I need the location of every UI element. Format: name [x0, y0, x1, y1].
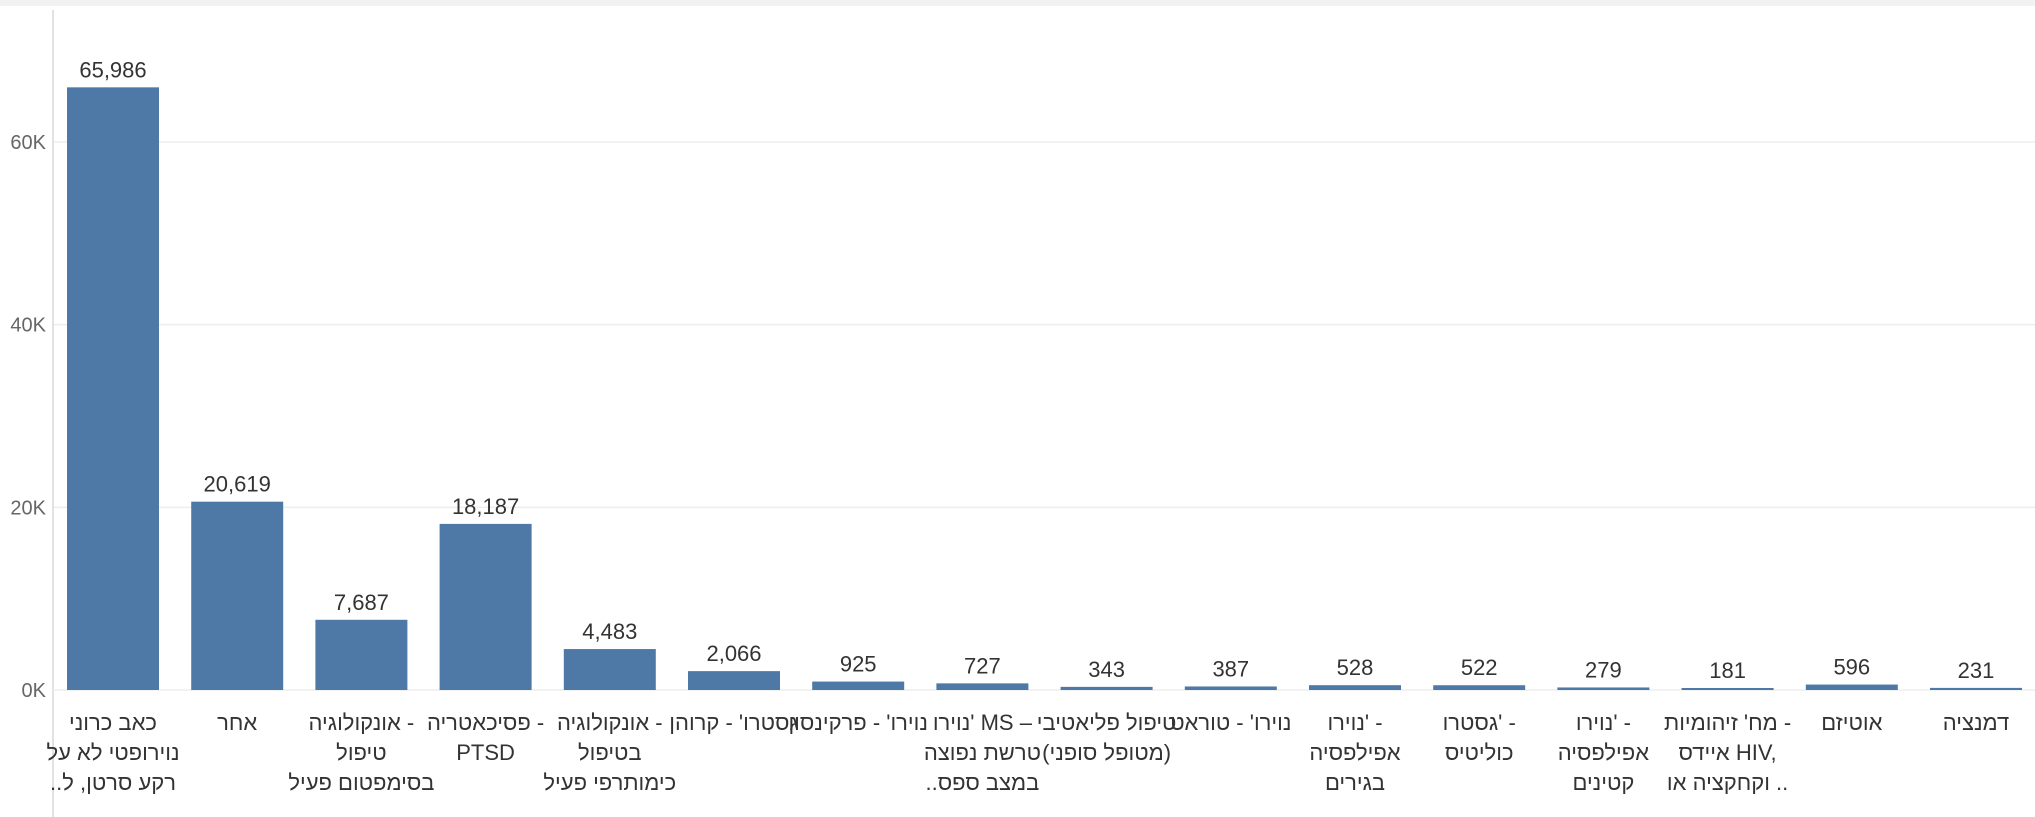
- x-tick-label: בטיפול: [578, 740, 642, 765]
- x-tick-label: פסיכאטריה -: [427, 710, 544, 735]
- x-tick-label: (מטופל סופני): [1042, 740, 1171, 765]
- x-tick-label: נוירו' -: [1576, 710, 1631, 735]
- bar[interactable]: [1681, 688, 1774, 690]
- bar[interactable]: [67, 87, 159, 690]
- top-band: [0, 0, 2035, 6]
- x-tick-label: ..רקע סרטן, ל: [50, 770, 176, 795]
- y-tick-label: 20K: [10, 497, 46, 519]
- bar[interactable]: [936, 683, 1029, 690]
- x-tick-label: נוירו' - פרקינסון: [788, 710, 928, 735]
- data-label: 925: [840, 652, 877, 677]
- x-tick-label: בסימפטום פעיל: [288, 770, 434, 795]
- x-tick-label: אחר: [217, 710, 257, 735]
- x-tick-label: כימותרפי פעיל: [543, 770, 676, 795]
- bar[interactable]: [1184, 686, 1277, 690]
- data-label: 4,483: [582, 619, 637, 644]
- x-tick-label: אוטיזם: [1821, 710, 1882, 735]
- data-label: 18,187: [452, 494, 519, 519]
- x-tick-label: בגירים: [1325, 770, 1385, 795]
- data-label: 343: [1088, 657, 1125, 682]
- bar[interactable]: [1433, 685, 1526, 690]
- data-label: 522: [1461, 655, 1498, 680]
- data-label: 387: [1212, 656, 1249, 681]
- y-tick-label: 40K: [10, 315, 46, 337]
- x-tick-label: כאב כרוני: [69, 710, 157, 735]
- data-label: 2,066: [706, 641, 761, 666]
- x-tick-label: נוירו' -: [1327, 710, 1382, 735]
- x-tick-label: קטינים: [1572, 770, 1634, 795]
- x-tick-label: אונקולוגיה -: [309, 710, 415, 735]
- data-label: 231: [1958, 658, 1995, 683]
- data-label: 65,986: [79, 57, 146, 82]
- bar[interactable]: [315, 619, 408, 690]
- x-tick-label: איידס HIV,: [1679, 740, 1777, 765]
- bar[interactable]: [563, 649, 656, 690]
- x-tick-label: אונקולוגיה -: [557, 710, 663, 735]
- y-tick-label: 60K: [10, 132, 46, 154]
- bar[interactable]: [1805, 684, 1898, 690]
- x-tick-label: אפילפסיה: [1558, 740, 1649, 765]
- x-tick-label: נוירו' - טוראט: [1170, 710, 1291, 735]
- bar[interactable]: [688, 671, 780, 690]
- data-label: 727: [964, 653, 1001, 678]
- data-label: 596: [1833, 655, 1870, 680]
- x-tick-label: כוליטיס: [1445, 740, 1514, 765]
- data-label: 181: [1709, 658, 1746, 683]
- data-label: 20,619: [204, 472, 271, 497]
- x-tick-label: PTSD: [456, 740, 515, 765]
- bar[interactable]: [1060, 686, 1153, 690]
- bar[interactable]: [1309, 685, 1401, 690]
- bar[interactable]: [1930, 687, 2022, 690]
- bar[interactable]: [1557, 687, 1650, 690]
- x-tick-label: טיפול: [336, 740, 386, 765]
- x-tick-label: טרשת נפוצה: [924, 740, 1041, 765]
- bar[interactable]: [439, 523, 532, 690]
- x-tick-label: אפילפסיה: [1309, 740, 1400, 765]
- y-tick-label: 0K: [22, 680, 47, 702]
- bar[interactable]: [812, 681, 905, 690]
- data-label: 7,687: [334, 590, 389, 615]
- x-tick-label: גסטרו' - קרוהן: [669, 710, 798, 735]
- x-tick-label: ..במצב ספס: [925, 770, 1039, 795]
- data-label: 279: [1585, 657, 1622, 682]
- bar[interactable]: [191, 501, 284, 690]
- x-tick-label: מח' זיהומיות -: [1664, 710, 1791, 735]
- x-tick-label: דמנציה: [1943, 710, 2009, 735]
- x-tick-label: נוירופטי לא על: [46, 740, 179, 765]
- x-tick-label: טיפול פליאטיבי: [1037, 710, 1177, 735]
- x-tick-label: נוירו' MS –: [933, 710, 1033, 735]
- data-label: 528: [1337, 655, 1374, 680]
- x-tick-label: וקחקציה או ..: [1667, 770, 1788, 795]
- x-tick-label: גסטרו' -: [1443, 710, 1516, 735]
